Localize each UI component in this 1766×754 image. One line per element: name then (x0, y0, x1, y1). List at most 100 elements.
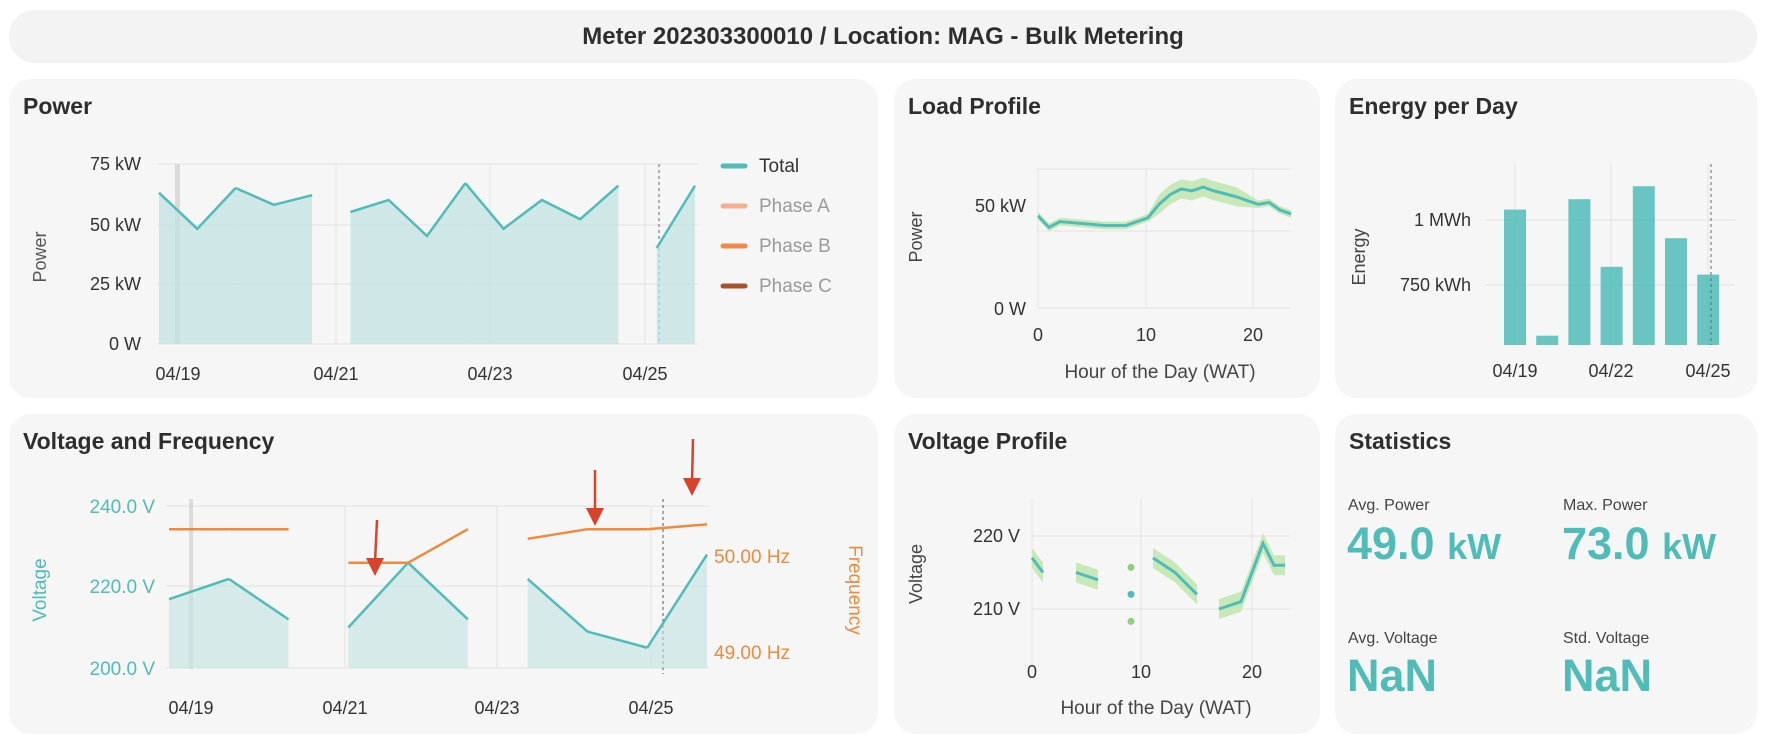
power-area-segment (656, 185, 695, 344)
voltage-profile-xlabel: Hour of the Day (WAT) (1060, 698, 1251, 719)
energy-xtick: 04/19 (1492, 361, 1537, 381)
voltage-frequency-chart[interactable]: Voltage Frequency 240.0 V 220.0 V 200.0 … (9, 414, 878, 734)
energy-xtick: 04/25 (1685, 361, 1730, 381)
legend-phase-b[interactable]: Phase B (759, 236, 831, 257)
avg-power-number: 49.0 (1347, 518, 1435, 569)
load-profile-card: Load Profile Power 50 kW 0 W 0 10 20 Hou… (894, 79, 1320, 398)
voltage-profile-title: Voltage Profile (908, 428, 1068, 454)
voltage-line-segment (646, 553, 709, 649)
legend-phase-c[interactable]: Phase C (759, 276, 832, 297)
load-profile-line (1036, 185, 1292, 230)
voltage-ylabel: Voltage (30, 558, 51, 621)
meter-title: Meter 202303300010 / Location: MAG - Bul… (582, 22, 1184, 50)
voltage-area-segment (169, 578, 229, 668)
load-profile-band (1038, 177, 1291, 232)
avg-voltage-label: Avg. Voltage (1348, 630, 1438, 647)
power-xtick: 04/23 (467, 364, 512, 384)
statistics-title: Statistics (1349, 428, 1452, 454)
energy-chart[interactable]: Energy 1 MWh 750 kWh 04/19 04/22 04/25 (1335, 79, 1757, 398)
load-profile-ytick: 0 W (994, 299, 1026, 319)
voltage-area-segment (228, 578, 289, 668)
power-line-segment (158, 187, 237, 231)
voltage-frequency-title: Voltage and Frequency (23, 428, 275, 454)
annotation-arrow (683, 438, 701, 496)
voltage-profile-line (1218, 539, 1285, 611)
avg-voltage-value: NaN (1347, 650, 1438, 701)
meter-header: Meter 202303300010 / Location: MAG - Bul… (9, 10, 1757, 63)
energy-xtick: 04/22 (1588, 361, 1633, 381)
statistics-card: Statistics Avg. Power 49.0 kW Max. Power… (1335, 414, 1757, 734)
power-series (158, 182, 697, 344)
voltage-profile-chart[interactable]: Voltage 220 V 210 V 0 10 20 Hour of the … (894, 414, 1320, 734)
power-line-segment (235, 186, 313, 207)
max-power-label: Max. Power (1563, 497, 1648, 514)
voltage-profile-ylabel: Voltage (906, 544, 926, 604)
power-ytick: 50 kW (90, 215, 141, 235)
avg-power-label: Avg. Power (1348, 497, 1430, 514)
voltage-profile-line (1152, 556, 1199, 596)
voltage-xtick: 04/19 (168, 698, 213, 718)
power-ytick: 75 kW (90, 154, 141, 174)
voltage-ytick: 220.0 V (90, 577, 156, 598)
load-profile-chart[interactable]: Power 50 kW 0 W 0 10 20 Hour of the Day … (894, 79, 1320, 398)
voltage-profile-ytick: 210 V (973, 599, 1020, 619)
energy-bar (1665, 238, 1687, 345)
energy-bar (1600, 266, 1623, 345)
power-ytick: 0 W (109, 334, 141, 354)
power-xtick: 04/25 (622, 364, 667, 384)
voltage-profile-series (1030, 533, 1285, 625)
energy-bar (1536, 335, 1559, 345)
frequency-line-segment (527, 527, 648, 541)
voltage-profile-point (1127, 617, 1135, 625)
voltage-shaded-band (189, 499, 193, 669)
energy-bar (1504, 209, 1526, 345)
voltage-profile-band (1153, 547, 1197, 605)
energy-card: Energy per Day Energy 1 MWh 750 kWh 04/1… (1335, 79, 1757, 398)
energy-title: Energy per Day (1349, 93, 1518, 119)
energy-bar (1697, 274, 1720, 345)
avg-power-unit: kW (1447, 526, 1502, 567)
load-profile-ytick: 50 kW (975, 196, 1026, 216)
load-profile-xlabel: Hour of the Day (WAT) (1064, 362, 1255, 383)
max-power-value: 73.0 kW (1562, 518, 1716, 570)
voltage-profile-ytick: 220 V (973, 526, 1020, 546)
energy-bar (1632, 186, 1655, 345)
frequency-ylabel: Frequency (844, 545, 865, 635)
energy-bars (1504, 186, 1720, 345)
power-chart[interactable]: Power 75 kW 50 kW 25 kW 0 W 04/19 04/21 … (9, 79, 878, 398)
voltage-ytick: 240.0 V (90, 497, 156, 518)
annotation-arrow (586, 470, 604, 526)
voltage-profile-xtick: 20 (1242, 662, 1262, 682)
max-power-number: 73.0 (1562, 518, 1650, 569)
voltage-line-segment (168, 577, 230, 601)
voltage-profile-card: Voltage Profile Voltage 220 V 210 V 0 10… (894, 414, 1320, 734)
voltage-profile-xtick: 0 (1027, 662, 1037, 682)
energy-ytick: 1 MWh (1414, 210, 1471, 230)
power-xtick: 04/21 (313, 364, 358, 384)
voltage-profile-xtick: 10 (1131, 662, 1151, 682)
power-line-segment (350, 182, 467, 238)
voltage-profile-line (1075, 571, 1099, 582)
power-legend[interactable]: Total Phase A Phase B Phase C (720, 156, 832, 297)
load-profile-series (1036, 177, 1292, 232)
legend-total[interactable]: Total (759, 156, 799, 177)
power-title: Power (23, 93, 93, 119)
load-profile-xtick: 20 (1243, 325, 1263, 345)
voltage-xtick: 04/21 (322, 698, 367, 718)
frequency-ytick: 49.00 Hz (714, 643, 790, 664)
power-xtick: 04/19 (155, 364, 200, 384)
voltage-xtick: 04/23 (474, 698, 519, 718)
load-profile-xtick: 0 (1033, 325, 1043, 345)
power-line-segment (655, 184, 697, 249)
voltage-ytick: 200.0 V (90, 659, 156, 680)
power-area-segment (159, 188, 236, 344)
power-card: Power Power 75 kW 50 kW 25 kW 0 W 04/19 … (9, 79, 878, 398)
power-area-segment (465, 183, 619, 344)
power-ylabel: Power (30, 231, 50, 282)
legend-phase-a[interactable]: Phase A (759, 196, 830, 217)
energy-bar (1568, 199, 1591, 345)
load-profile-title: Load Profile (908, 93, 1041, 119)
annotation-arrow (366, 519, 384, 576)
voltage-frequency-series (168, 523, 709, 668)
voltage-xtick: 04/25 (628, 698, 673, 718)
